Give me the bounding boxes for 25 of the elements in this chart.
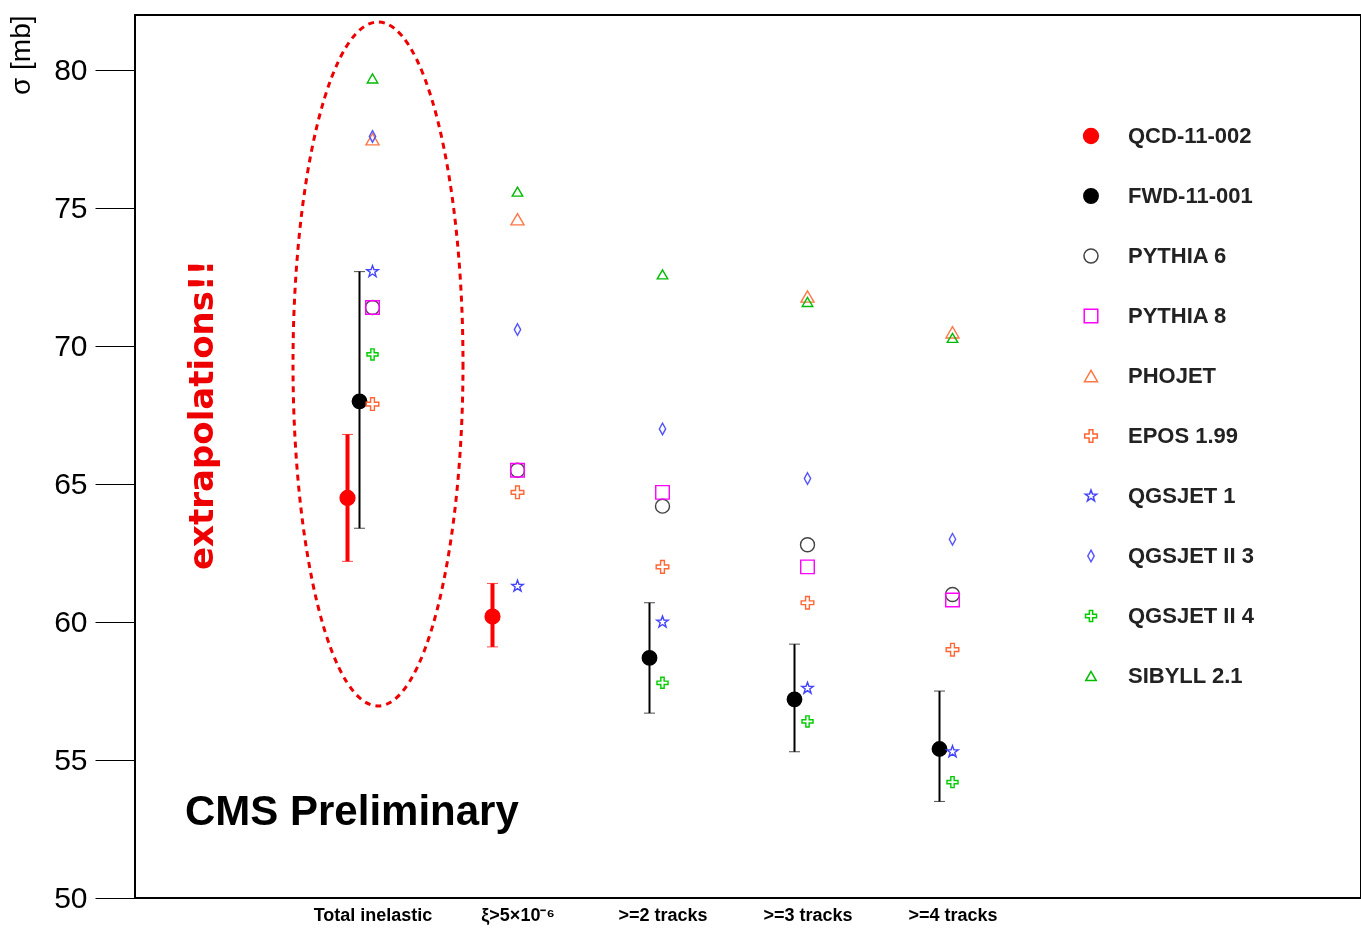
legend-label: QGSJET II 3 [1128,543,1254,568]
y-tick-label: 80 [54,52,88,86]
legend-label: EPOS 1.99 [1128,423,1239,448]
legend-label: QGSJET II 4 [1128,603,1255,628]
x-tick-label: >=2 tracks [618,904,708,925]
x-tick-label: ξ>5×10⁻⁶ [481,904,555,926]
y-tick-label: 55 [54,742,88,776]
legend-label: FWD-11-001 [1128,183,1253,208]
legend-label: PYTHIA 6 [1128,243,1227,268]
y-tick-label: 50 [54,880,88,914]
x-tick-label: >=3 tracks [763,904,853,925]
legend-label: QGSJET 1 [1128,483,1236,508]
annotation: CMS Preliminary [185,787,520,834]
y-axis-title: σ [mb] [4,15,36,96]
legend-label: QCD-11-002 [1128,123,1252,148]
text: extrapolations!! [181,260,221,570]
y-tick-label: 70 [54,328,88,362]
x-tick-label: >=4 tracks [908,904,998,925]
legend-label: PHOJET [1128,363,1217,388]
y-tick-label: 65 [54,466,88,500]
y-tick-label: 75 [54,190,88,224]
legend-label: PYTHIA 8 [1128,303,1227,328]
y-tick-label: 60 [54,604,88,638]
legend-label: SIBYLL 2.1 [1128,663,1243,688]
x-tick-label: Total inelastic [313,904,433,925]
